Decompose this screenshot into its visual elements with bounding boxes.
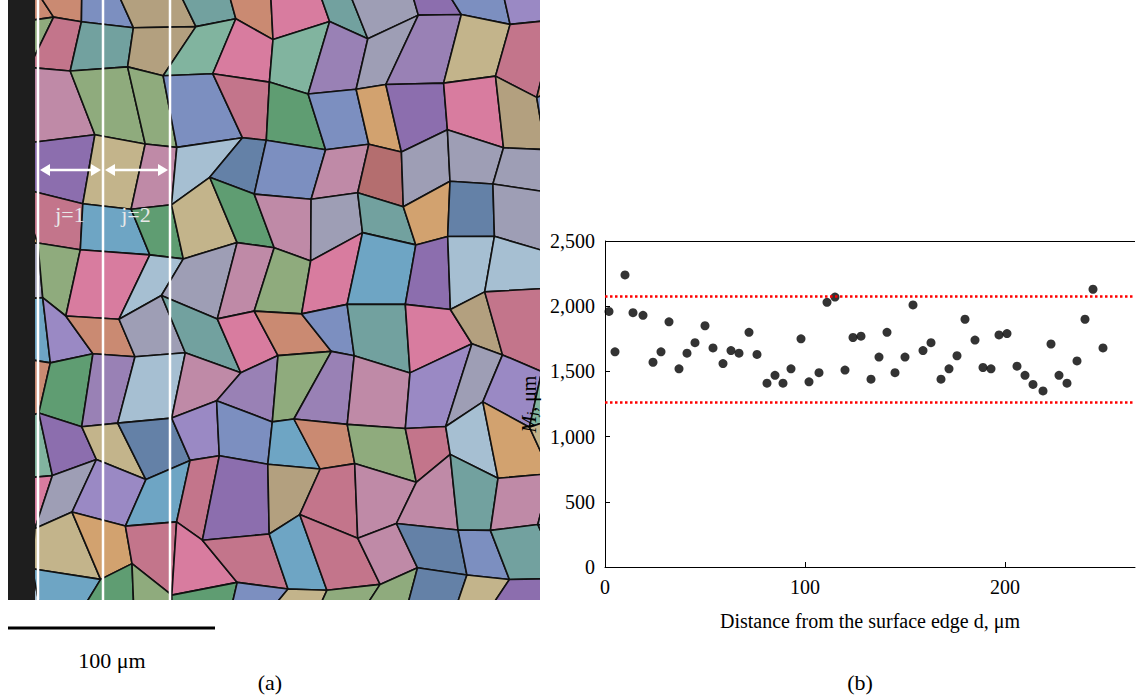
svg-text:200: 200 [990,576,1020,598]
svg-text:2,500: 2,500 [550,230,595,252]
svg-text:500: 500 [565,491,595,513]
svg-text:100 μm: 100 μm [78,648,145,673]
svg-text:Distance from the surface edge: Distance from the surface edge d, μm [720,610,1020,633]
svg-text:0: 0 [585,556,595,578]
svg-text:(b): (b) [847,670,873,695]
svg-text:100: 100 [790,576,820,598]
svg-text:(a): (a) [258,670,282,695]
svg-text:j: j [524,411,540,416]
svg-text:1,500: 1,500 [550,360,595,382]
svg-text:j=1: j=1 [54,202,85,227]
svg-text:M: M [518,414,540,433]
svg-text:2,000: 2,000 [550,295,595,317]
svg-text:1,000: 1,000 [550,426,595,448]
svg-text:j=2: j=2 [120,202,151,227]
svg-text:0: 0 [600,576,610,598]
svg-text:, μm: , μm [518,375,541,412]
